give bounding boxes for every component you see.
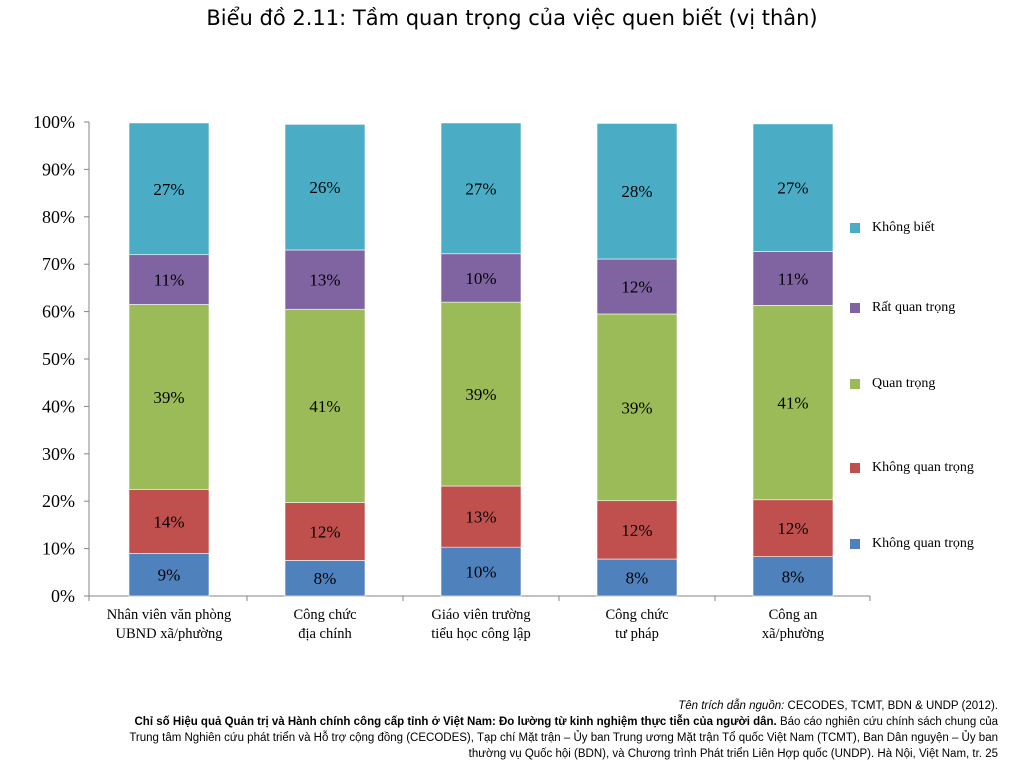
chart-title: Biểu đồ 2.11: Tầm quan trọng của việc qu… [206, 6, 818, 30]
y-tick-label: 40% [42, 396, 75, 416]
data-label: 12% [777, 519, 808, 538]
legend-item: Quan trọng [850, 376, 1020, 392]
data-label: 11% [154, 271, 185, 290]
legend-swatch [850, 223, 860, 233]
legend-swatch [850, 463, 860, 473]
bar-segment [128, 489, 210, 554]
source-citation: Tên trích dẫn nguồn: CECODES, TCMT, BDN … [8, 698, 998, 762]
data-label: 10% [465, 563, 496, 582]
data-label: 9% [158, 566, 181, 585]
bar-segment [596, 313, 678, 502]
stacked-bar-chart: 0% 10% 20% 30% 40% 50% 60% 70% 80% 90% 100% 9% 14% 3… [33, 112, 871, 642]
bar-segment [752, 305, 834, 501]
y-tick-label: 70% [42, 254, 75, 274]
data-label: 14% [153, 512, 184, 531]
x-category-label: Công chức [605, 607, 668, 623]
bar-segment [440, 253, 522, 303]
source-prefix: Tên trích dẫn nguồn: [678, 700, 785, 712]
x-category-label: Công an [769, 607, 818, 623]
data-label: 12% [621, 277, 652, 296]
source-line-3: Trung tâm Nghiên cứu phát triển và Hỗ tr… [129, 732, 998, 744]
bar-segment [752, 499, 834, 557]
bar-segment [440, 485, 522, 548]
data-label: 41% [309, 397, 340, 416]
bar-segment [128, 553, 210, 597]
bar-segment [596, 123, 678, 260]
bar-segment [752, 251, 834, 306]
data-label: 8% [314, 569, 337, 588]
source-line-4: thường vụ Quốc hội (BDN), và Chương trìn… [468, 748, 998, 760]
x-category-label: tư pháp [615, 626, 659, 642]
bar-segment [752, 556, 834, 597]
legend-swatch [850, 303, 860, 313]
x-category-label: tiểu học công lập [431, 626, 530, 642]
data-label: 11% [778, 269, 809, 288]
y-tick-label: 50% [42, 349, 75, 369]
y-tick-label: 60% [42, 302, 75, 322]
legend-label: Rất quan trọng [872, 300, 956, 315]
data-label: 39% [153, 388, 184, 407]
data-label: 10% [465, 269, 496, 288]
x-category-label: UBND xã/phường [116, 626, 223, 642]
bar-segment [284, 560, 366, 597]
source-title: Chỉ số Hiệu quả Quản trị và Hành chính c… [134, 716, 777, 728]
data-label: 8% [626, 569, 649, 588]
x-category-label: địa chính [298, 626, 352, 642]
data-label: 39% [465, 385, 496, 404]
source-line-2: Chỉ số Hiệu quả Quản trị và Hành chính c… [8, 714, 998, 730]
chart-bars [128, 122, 834, 597]
data-label: 41% [777, 394, 808, 413]
legend-label: Không biết [872, 220, 935, 235]
y-tick-label: 90% [42, 159, 75, 179]
data-label: 27% [465, 179, 496, 198]
bar-segment [440, 301, 522, 487]
data-label: 27% [777, 179, 808, 198]
bar-segment [596, 558, 678, 597]
data-label: 13% [309, 271, 340, 290]
bar-segment [596, 258, 678, 315]
bar-segment [128, 122, 210, 256]
legend-item: Rất quan trọng [850, 300, 1020, 316]
data-label: 27% [153, 180, 184, 199]
data-label: 26% [309, 178, 340, 197]
data-label: 12% [309, 523, 340, 542]
data-label: 28% [621, 182, 652, 201]
legend-label: Không quan trọng [872, 460, 974, 475]
legend-label: Không quan trọng [872, 536, 974, 551]
x-axis-labels: Nhân viên văn phòng UBND xã/phường Công ch… [107, 607, 824, 642]
bar-segment [284, 124, 366, 251]
x-category-label: Giáo viên trường [431, 607, 530, 623]
legend-swatch [850, 539, 860, 549]
source-line-1: Tên trích dẫn nguồn: CECODES, TCMT, BDN … [8, 698, 998, 714]
legend-label: Quan trọng [872, 376, 936, 391]
legend-item: Không quan trọng [850, 536, 1020, 552]
y-tick-label: 30% [42, 444, 75, 464]
bar-segment [128, 304, 210, 490]
source-authors: CECODES, TCMT, BDN & UNDP (2012). [787, 700, 998, 712]
bar-segment [596, 500, 678, 560]
bar-segment [128, 254, 210, 305]
y-tick-label: 20% [42, 491, 75, 511]
bar-segment [284, 249, 366, 310]
bar-segment [440, 122, 522, 255]
legend-swatch [850, 379, 860, 389]
y-tick-label: 100% [33, 112, 75, 132]
x-category-label: xã/phường [762, 626, 824, 642]
x-category-label: Nhân viên văn phòng [107, 607, 231, 623]
source-line-2-rest: Báo cáo nghiên cứu chính sách chung của [779, 716, 998, 728]
bar-segment [752, 123, 834, 252]
legend-item: Không quan trọng [850, 460, 1020, 476]
legend-item: Không biết [850, 220, 1020, 236]
y-tick-label: 80% [42, 207, 75, 227]
data-label: 39% [621, 398, 652, 417]
data-label: 8% [782, 567, 805, 586]
y-tick-label: 0% [51, 586, 75, 606]
data-label: 12% [621, 521, 652, 540]
data-label: 13% [465, 508, 496, 527]
chart-data-labels: 9% 14% 39% 11% 27% 8% 12% 41% 13% 26% 10% 13% 39% 10%… [153, 178, 808, 588]
y-tick-label: 10% [42, 539, 75, 559]
x-category-label: Công chức [293, 607, 356, 623]
